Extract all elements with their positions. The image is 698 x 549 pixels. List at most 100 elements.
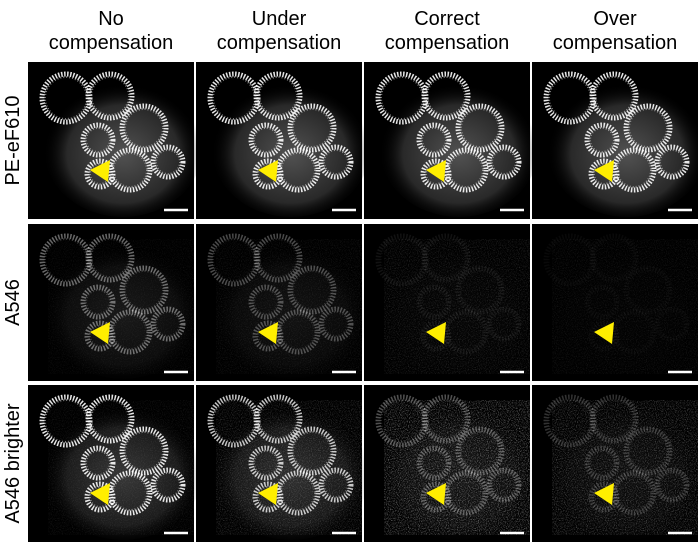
cell-ring	[543, 394, 597, 448]
cell-ring-inner	[155, 311, 181, 337]
cell-ring-inner	[594, 399, 634, 439]
cell-ring	[275, 147, 321, 193]
arrowhead	[426, 160, 446, 182]
arrowhead	[90, 160, 110, 182]
cell-ring	[455, 265, 505, 315]
cell-ring-inner	[90, 238, 130, 278]
cell-ring-inner	[258, 399, 298, 439]
cell-ring	[486, 467, 522, 503]
column-header: Over	[593, 8, 637, 30]
cell-ring	[107, 309, 153, 355]
cell-ring	[150, 306, 186, 342]
cell-ring-inner	[212, 238, 256, 282]
image-panel	[532, 224, 698, 381]
cell-ring	[416, 284, 452, 320]
cell-ring	[119, 265, 169, 315]
cell-ring-inner	[421, 127, 447, 153]
cell-ring-inner	[589, 127, 615, 153]
cell-ring-inner	[448, 152, 484, 188]
cell-ring-inner	[448, 475, 484, 511]
cell-ring-inner	[253, 450, 279, 476]
cell-ring	[421, 394, 471, 444]
cell-ring	[455, 103, 505, 153]
cell-ring-inner	[112, 475, 148, 511]
cell-ring-inner	[89, 486, 111, 508]
arrowhead	[426, 322, 446, 344]
column-header: Under	[252, 8, 307, 30]
cell-ring	[318, 144, 354, 180]
cell-ring-inner	[380, 399, 424, 443]
cell-ring-inner	[628, 431, 668, 471]
arrowhead	[594, 160, 614, 182]
cell-ring	[654, 144, 690, 180]
cell-ring-inner	[124, 108, 164, 148]
noise	[216, 239, 366, 374]
cell-ring	[318, 306, 354, 342]
cell-ring-inner	[124, 270, 164, 310]
cell-ring	[80, 122, 116, 158]
cell-ring-inner	[425, 325, 447, 347]
cell-ring	[119, 426, 169, 476]
cell-ring-inner	[85, 127, 111, 153]
cell-ring	[252, 158, 284, 190]
cell-ring	[611, 147, 657, 193]
cell-ring	[150, 467, 186, 503]
cell-ring-inner	[589, 450, 615, 476]
cell-ring	[253, 394, 303, 444]
cell-ring-inner	[448, 314, 484, 350]
cell-ring-inner	[593, 163, 615, 185]
cell-ring	[375, 394, 429, 448]
cell-ring	[207, 233, 261, 287]
cell-ring	[421, 233, 471, 283]
cell-ring-inner	[257, 486, 279, 508]
cell-ring-inner	[426, 238, 466, 278]
cell-ring	[623, 426, 673, 476]
cell-ring-inner	[292, 270, 332, 310]
cell-ring	[654, 467, 690, 503]
cell-ring	[84, 320, 116, 352]
cell-ring-inner	[257, 325, 279, 347]
cell-ring	[420, 158, 452, 190]
cell-ring	[248, 445, 284, 481]
cell-ring-inner	[89, 325, 111, 347]
cell-ring	[248, 122, 284, 158]
cell-ring-inner	[124, 431, 164, 471]
image-panel	[28, 224, 203, 381]
cell-ring	[416, 445, 452, 481]
image-panel	[28, 385, 203, 542]
cell-ring	[588, 158, 620, 190]
cell-ring-inner	[659, 149, 685, 175]
cell-ring-inner	[425, 486, 447, 508]
cell-ring-inner	[258, 76, 298, 116]
cell-ring	[275, 470, 321, 516]
cell-ring-inner	[425, 163, 447, 185]
cell-ring-inner	[421, 289, 447, 315]
cell-ring-inner	[491, 472, 517, 498]
cell-ring-inner	[593, 486, 615, 508]
cell-ring-inner	[258, 238, 298, 278]
cell-ring-inner	[112, 152, 148, 188]
column-header: Correct	[414, 8, 480, 30]
cell-ring-inner	[44, 238, 88, 282]
cell-ring	[584, 122, 620, 158]
cell-ring	[107, 470, 153, 516]
cell-ring	[39, 233, 93, 287]
cell-ring	[80, 445, 116, 481]
cell-ring-inner	[292, 431, 332, 471]
cell-ring	[416, 122, 452, 158]
image-panel	[28, 62, 203, 219]
arrowhead	[426, 483, 446, 505]
arrowhead	[90, 483, 110, 505]
cell-ring	[85, 71, 135, 121]
cell-ring	[287, 103, 337, 153]
cell-ring-inner	[323, 472, 349, 498]
cell-ring-inner	[659, 472, 685, 498]
cell-ring	[248, 284, 284, 320]
cell-ring-inner	[155, 149, 181, 175]
image-panel	[196, 62, 371, 219]
cell-ring-inner	[426, 399, 466, 439]
column-header: compensation	[217, 32, 342, 54]
cell-ring	[443, 309, 489, 355]
noise	[384, 400, 534, 535]
